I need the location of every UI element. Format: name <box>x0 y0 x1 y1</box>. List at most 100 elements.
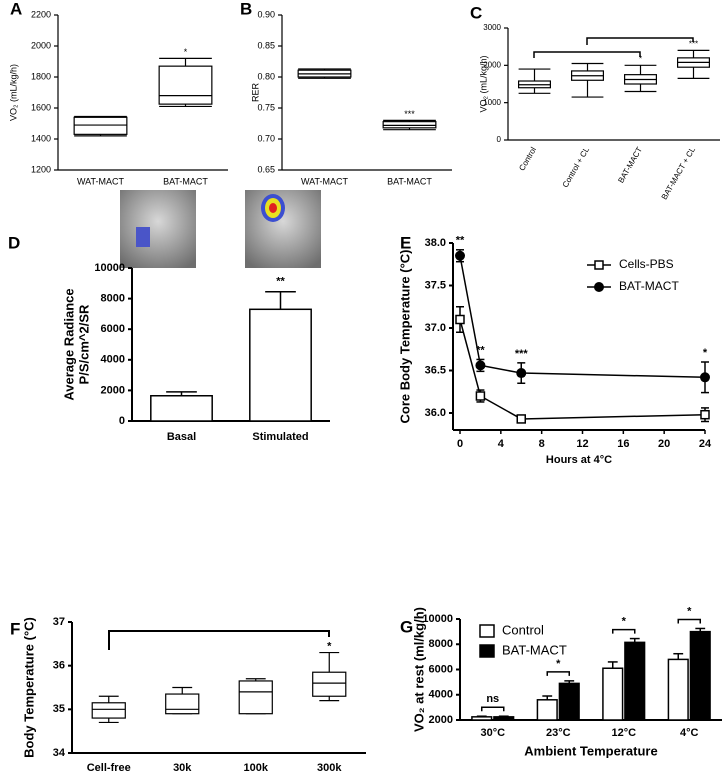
y-tick-label: 0.85 <box>257 40 275 50</box>
x-tick-label: BAT-MACT + CL <box>660 145 698 201</box>
bar <box>249 308 312 422</box>
annotation: * <box>639 54 642 63</box>
y-tick-label: 4000 <box>429 689 453 701</box>
legend-label: BAT-MACT <box>619 279 679 293</box>
panel-label: D <box>8 233 20 252</box>
y-axis-label: Core Body Temperature (°C) <box>397 250 412 424</box>
bar <box>536 699 558 721</box>
box <box>238 680 273 715</box>
x-tick-label: 0 <box>457 438 463 450</box>
y-tick-label: 10000 <box>422 613 453 625</box>
legend-marker <box>594 260 604 270</box>
panel-label: G <box>400 617 413 636</box>
legend-marker <box>594 282 604 292</box>
box <box>73 116 128 135</box>
marker <box>700 409 710 420</box>
marker <box>516 368 527 379</box>
y-axis-label: RER <box>250 83 260 103</box>
y-axis-label: Average Radiance <box>61 288 76 400</box>
y-tick-label: 1600 <box>31 102 51 112</box>
legend-swatch <box>479 624 495 638</box>
y-tick-label: 37.0 <box>425 322 446 334</box>
x-tick-label: Control + CL <box>561 145 592 189</box>
y-tick-label: 1000 <box>483 98 501 107</box>
annotation: * <box>703 347 708 359</box>
bar <box>602 667 624 721</box>
x-axis-label: Hours at 4°C <box>546 454 612 466</box>
x-tick-label: 30°C <box>480 727 505 739</box>
y-tick-label: 1200 <box>31 164 51 174</box>
x-tick-label: BAT-MACT <box>163 176 208 186</box>
significance-bracket <box>586 37 694 45</box>
x-tick-label: Cell-free <box>87 762 131 774</box>
y-tick-label: 4000 <box>101 354 125 366</box>
bar <box>624 641 646 721</box>
signal-spot <box>269 203 277 213</box>
bar <box>689 630 711 721</box>
marker <box>475 360 486 371</box>
bar <box>493 716 515 721</box>
x-tick-label: 4°C <box>680 727 699 739</box>
x-tick-label: 20 <box>658 438 670 450</box>
annotation: * <box>622 615 627 627</box>
y-tick-label: 10000 <box>94 262 125 274</box>
y-tick-label: 37.5 <box>425 279 446 291</box>
box <box>158 65 213 105</box>
annotation: *** <box>515 348 529 360</box>
bar <box>471 716 493 721</box>
bar <box>558 682 580 721</box>
y-tick-label: 3000 <box>483 23 501 32</box>
box <box>382 121 437 129</box>
annotation: * <box>556 658 561 670</box>
panel-label: E <box>400 233 411 252</box>
mouse-images <box>120 190 321 268</box>
line <box>459 255 706 379</box>
y-tick-label: 0 <box>497 135 502 144</box>
annotation: ** <box>476 344 485 356</box>
x-tick-label: Control <box>517 145 538 172</box>
annotation: * <box>327 640 332 652</box>
legend-label: Control <box>502 622 544 637</box>
y-axis-label: VO₂ at rest (ml/kg/h) <box>411 607 426 732</box>
bar <box>667 658 689 721</box>
legend-label: Cells-PBS <box>619 257 674 271</box>
marker <box>475 391 486 401</box>
y-tick-label: 35 <box>53 703 65 715</box>
y-tick-label: 0.70 <box>257 133 275 143</box>
y-axis-label: Body Temperature (°C) <box>21 617 36 758</box>
x-tick-label: BAT-MACT <box>616 145 644 184</box>
x-axis-label: Ambient Temperature <box>524 743 657 758</box>
annotation: ns <box>486 693 499 705</box>
annotation: ** <box>276 276 285 288</box>
y-tick-label: 1400 <box>31 133 51 143</box>
y-tick-label: 36.0 <box>425 407 446 419</box>
legend-swatch <box>479 644 495 658</box>
y-tick-label: 2000 <box>101 384 125 396</box>
y-tick-label: 6000 <box>101 323 125 335</box>
y-tick-label: 2000 <box>429 714 453 726</box>
y-tick-label: 1800 <box>31 71 51 81</box>
significance-bracket <box>108 630 330 650</box>
x-tick-label: 12°C <box>611 727 636 739</box>
y-tick-label: 2000 <box>483 60 501 69</box>
marker <box>516 414 526 424</box>
x-tick-label: 16 <box>617 438 629 450</box>
x-tick-label: 30k <box>173 762 192 774</box>
y-axis-label: VO₂ (mL/kg/h) <box>8 64 18 121</box>
significance-bracket <box>611 628 636 634</box>
x-tick-label: 4 <box>498 438 505 450</box>
y-tick-label: 0.75 <box>257 102 275 112</box>
significance-bracket <box>677 618 702 624</box>
x-tick-label: BAT-MACT <box>387 176 432 186</box>
panel-label: B <box>240 0 252 18</box>
marker <box>455 250 465 261</box>
significance-bracket <box>480 706 505 712</box>
x-tick-label: 300k <box>317 762 342 774</box>
significance-bracket <box>546 671 571 676</box>
x-tick-label: 23°C <box>546 727 571 739</box>
annotation: *** <box>404 109 415 119</box>
x-tick-label: Stimulated <box>252 431 308 443</box>
y-tick-label: 8000 <box>429 638 453 650</box>
y-axis-label: P/S/cm^2/SR <box>76 304 91 384</box>
annotation: * <box>184 47 188 57</box>
